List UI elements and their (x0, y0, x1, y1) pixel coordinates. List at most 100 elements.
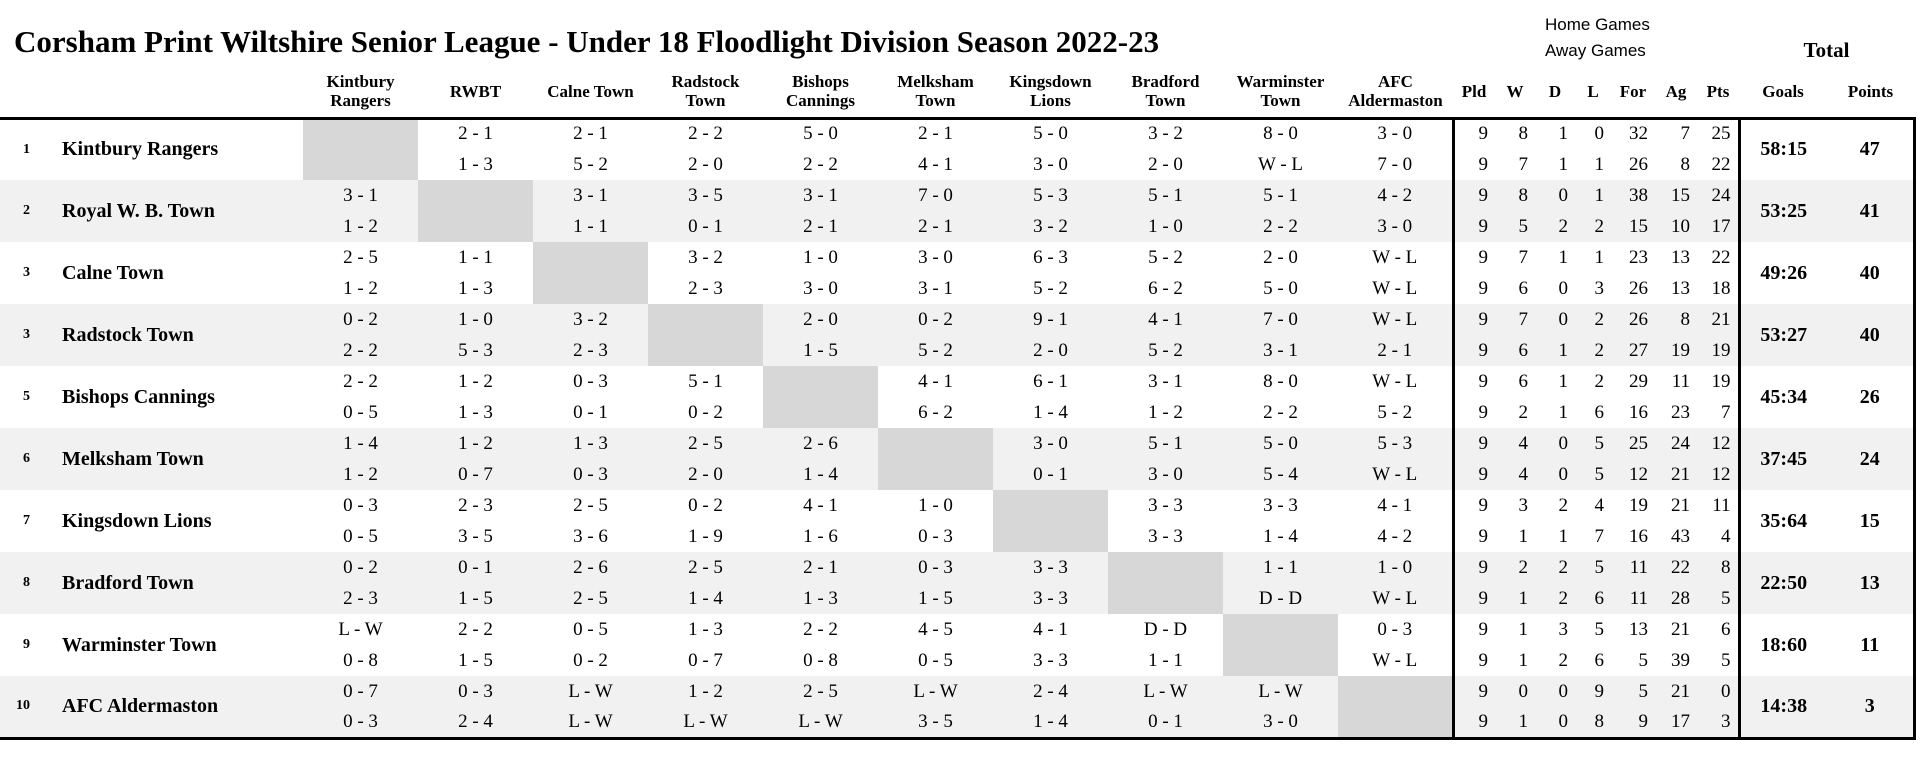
home-stat-cell: 29 (1629, 370, 1648, 392)
team-rank: 5 (23, 389, 30, 404)
away-score-cell: 0 - 8 (803, 649, 838, 671)
away-score-cell: 3 - 0 (1223, 707, 1338, 738)
away-score-cell: W - L (1257, 153, 1304, 175)
away-score-cell: 1 - 3 (458, 401, 493, 423)
team-home-row: 3 Calne Town 2 - 5 1 - 1 3 - 2 1 - 0 3 - 0 6 - … (0, 242, 1916, 304)
home-score-cell: 5 - 1 (1108, 428, 1223, 459)
away-stat-cell: 5 (1638, 649, 1649, 671)
away-score-cell: 3 - 0 (1108, 459, 1223, 490)
home-score-cell: 1 - 2 (418, 428, 533, 459)
points-total: 40 (1827, 242, 1916, 304)
home-stat-cell: 38 (1611, 180, 1655, 211)
home-stat-cell: 15 (1655, 180, 1697, 211)
diagonal-cell (1108, 552, 1223, 583)
home-score-cell: 3 - 1 (533, 180, 648, 211)
home-score-cell: 2 - 6 (763, 428, 878, 459)
goals-total: 35:64 (1737, 490, 1827, 552)
opponent-column-header: Bishops Cannings (763, 70, 878, 120)
away-score-cell: 0 - 1 (1108, 707, 1223, 738)
away-score-cell: 1 - 2 (303, 211, 418, 242)
opponent-column-header: RWBT (418, 70, 533, 120)
away-score-cell: 2 - 0 (688, 153, 723, 175)
team-name: Royal W. B. Town (46, 180, 303, 242)
opponent-column-header: Calne Town (533, 70, 648, 120)
away-score-cell: 0 - 5 (918, 649, 953, 671)
stat-column-header: For (1611, 70, 1655, 120)
home-stat-cell: 9 (1451, 366, 1495, 397)
home-score-cell: W - L (1372, 246, 1418, 268)
team-name: Kintbury Rangers (62, 138, 219, 161)
home-stat-cell: 25 (1711, 123, 1731, 145)
home-stat-cell: 1 (1518, 618, 1529, 640)
away-stat-cell: 22 (1711, 153, 1731, 175)
home-score-cell: 4 - 1 (1377, 494, 1413, 516)
home-stat-cell: 9 (1451, 118, 1495, 149)
away-score-cell: 4 - 2 (1377, 525, 1413, 547)
home-stat-cell: 8 (1495, 180, 1535, 211)
diagonal-cell (303, 149, 418, 180)
team-away-row: 1 - 2 1 - 3 2 - 3 3 - 0 3 - 1 5 - 2 6 - 2 5 - 0… (0, 273, 1914, 304)
total-label: Total (1803, 38, 1850, 62)
team-away-row: 0 - 5 3 - 5 3 - 6 1 - 9 1 - 6 0 - 3 3 - 3 1 - 4… (0, 521, 1914, 552)
diagonal-cell (303, 118, 418, 149)
away-score-cell: 1 - 2 (343, 277, 378, 299)
opponent-column-header: AFC Aldermaston (1338, 70, 1453, 120)
team-home-row: 5 Bishops Cannings 2 - 2 1 - 2 0 - 3 5 - 1 4 -… (0, 366, 1916, 428)
home-score-cell: 3 - 1 (763, 180, 878, 211)
away-score-cell: 0 - 5 (343, 525, 378, 547)
stat-column-header: W (1495, 70, 1535, 120)
away-score-cell: 3 - 1 (918, 277, 953, 299)
diagonal-cell (648, 335, 763, 366)
home-score-cell: 3 - 3 (1263, 494, 1298, 516)
home-score-cell: 8 - 0 (1263, 370, 1298, 392)
home-score-cell: 0 - 3 (1377, 618, 1413, 640)
home-stat-cell: 4 (1495, 428, 1535, 459)
team-home-row: 1 Kintbury Rangers 2 - 1 2 - 1 2 - 2 5 - 0 2 -… (0, 118, 1916, 180)
away-score-cell: 0 - 7 (418, 459, 533, 490)
opponent-column-header: Kingsdown Lions (993, 70, 1108, 120)
home-stat-cell: 5 (1575, 552, 1611, 583)
home-stat-cell: 9 (1451, 428, 1495, 459)
league-table: Kintbury Rangers RWBT Calne Town Radstock T… (0, 70, 1916, 740)
away-stat-cell: 1 (1558, 525, 1569, 547)
away-score-cell: 2 - 2 (303, 335, 418, 366)
home-score-cell: 4 - 1 (1033, 618, 1068, 640)
home-score-cell: 7 - 0 (1223, 304, 1338, 335)
away-stat-cell: 9 (1451, 459, 1495, 490)
away-stat-cell: 4 (1721, 525, 1731, 547)
diagonal-cell (1338, 707, 1453, 738)
away-score-cell: 3 - 6 (573, 525, 608, 547)
home-score-cell: 5 - 1 (1223, 180, 1338, 211)
away-stat-cell: 9 (1451, 645, 1495, 676)
away-score-cell: 1 - 2 (303, 459, 418, 490)
away-stat-cell: 12 (1611, 459, 1655, 490)
home-score-cell: 2 - 5 (763, 676, 878, 707)
header-row: Kintbury Rangers RWBT Calne Town Radstock T… (0, 70, 1914, 120)
team-name: AFC Aldermaston (46, 676, 303, 738)
home-stat-cell: 7 (1495, 304, 1535, 335)
team-rank: 1 (23, 141, 30, 157)
home-score-cell: 3 - 5 (648, 180, 763, 211)
home-stat-cell: 2 (1575, 304, 1611, 335)
diagonal-cell (993, 521, 1108, 552)
home-score-cell: 1 - 2 (458, 370, 493, 392)
home-score-cell: L - W (338, 618, 383, 640)
team-name: Bishops Cannings (62, 385, 215, 408)
opponent-column-header: Bradford Town (1108, 70, 1223, 120)
diagonal-cell (993, 490, 1108, 521)
goals-column-header: Goals (1739, 70, 1827, 120)
away-stat-cell: 1 (1558, 153, 1569, 175)
home-score-cell: 3 - 3 (1148, 494, 1183, 516)
home-score-cell: 6 - 3 (1033, 246, 1068, 268)
diagonal-cell (1108, 583, 1223, 614)
home-score-cell: 1 - 0 (418, 304, 533, 335)
home-stat-cell: 8 (1655, 304, 1697, 335)
corner-header (0, 70, 303, 120)
home-score-cell: 2 - 0 (1263, 246, 1298, 268)
home-stat-cell: 1 (1575, 180, 1611, 211)
